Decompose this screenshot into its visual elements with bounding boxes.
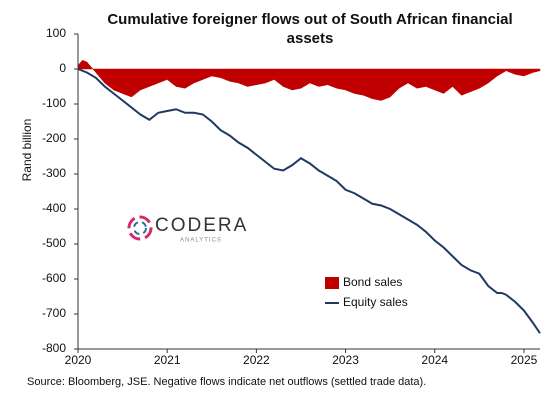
x-tick-label: 2021	[154, 353, 181, 367]
y-tick-label: -200	[42, 131, 66, 145]
y-tick-label: 0	[59, 61, 66, 75]
legend-label: Equity sales	[343, 295, 408, 309]
y-tick-label: 100	[46, 26, 66, 40]
y-tick-label: -600	[42, 271, 66, 285]
logo-ring	[133, 221, 147, 235]
legend-swatch	[325, 277, 339, 289]
logo-ring	[127, 215, 153, 241]
x-tick-label: 2023	[332, 353, 359, 367]
y-tick-label: -400	[42, 201, 66, 215]
x-tick-label: 2025	[511, 353, 538, 367]
y-tick-label: -100	[42, 96, 66, 110]
logo-icon	[127, 215, 153, 241]
chart-title: Cumulative foreigner flows out of South …	[107, 11, 513, 47]
legend-label: Bond sales	[343, 275, 402, 289]
bond-area	[77, 59, 541, 101]
y-tick-label: -700	[42, 306, 66, 320]
y-tick-label: -800	[42, 341, 66, 355]
logo-tagline: ANALYTICS	[180, 238, 222, 244]
source: Source: Bloomberg, JSE. Negative flows i…	[27, 376, 426, 388]
y-tick-label: -300	[42, 166, 66, 180]
x-tick-label: 2024	[421, 353, 448, 367]
y-tick-label: -500	[42, 236, 66, 250]
x-tick-label: 2022	[243, 353, 270, 367]
y-axis-label: Rand billion	[20, 119, 34, 182]
equity-line	[77, 68, 541, 334]
logo-name: CODERA	[155, 215, 248, 236]
x-tick-label: 2020	[65, 353, 92, 367]
